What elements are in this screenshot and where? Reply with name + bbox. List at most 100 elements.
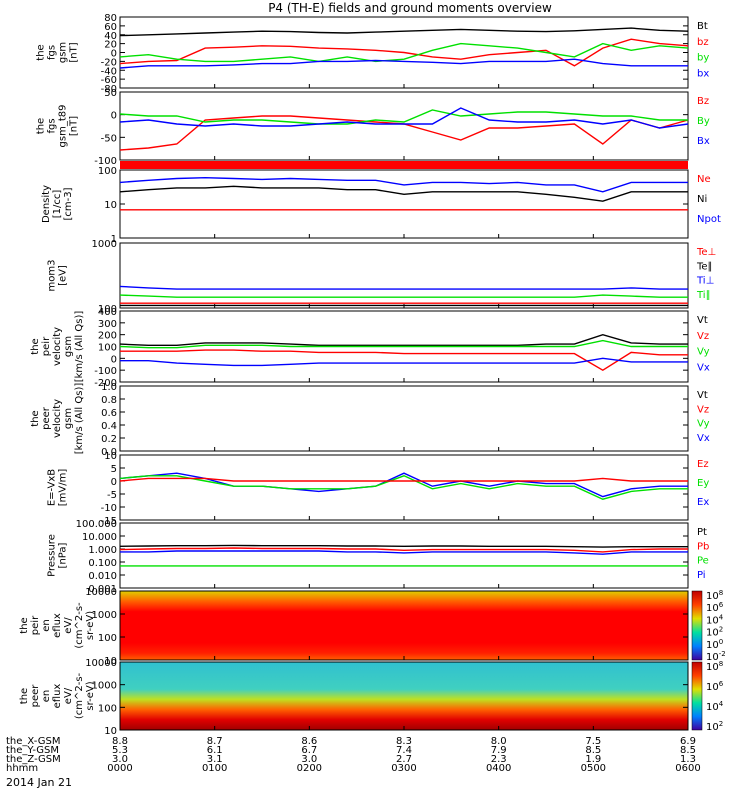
series-line (119, 115, 689, 151)
panel-ylabel: eflux (52, 613, 63, 638)
ytick-label: 0.100 (88, 558, 117, 569)
ytick-label: 10 (104, 726, 117, 737)
ytick-label: 0.001 (88, 584, 117, 595)
series-line (119, 38, 689, 67)
panel-ylabel: eV/ (63, 687, 74, 704)
ytick-label: 0.010 (88, 571, 117, 582)
ytick-label: 50 (104, 88, 117, 99)
xaxis-value: 1.3 (680, 754, 696, 765)
legend-entry: Vz (697, 331, 709, 342)
panel-ylabel: (cm^2-s- (74, 602, 85, 649)
legend-entry: bx (697, 68, 709, 79)
xaxis-row-label: the_Z-GSM (6, 754, 61, 765)
legend-entry: Vt (697, 315, 708, 326)
series-line (119, 547, 688, 553)
xaxis-row-label: the_X-GSM (6, 736, 60, 747)
ytick-label: 100 (98, 304, 117, 315)
ytick-label: 0.2 (101, 434, 117, 445)
ytick-label: 1.000 (88, 545, 117, 556)
panel-ylabel: velocity (52, 399, 63, 438)
ytick-label: -20 (101, 57, 117, 68)
xaxis-value: 0600 (675, 763, 700, 774)
ytick-label: -10 (101, 503, 117, 514)
ytick-label: 0 (111, 111, 117, 122)
plot-title: P4 (TH-E) fields and ground moments over… (268, 1, 552, 15)
ytick-label: 0.6 (101, 408, 117, 419)
panel-ylabel: [km/s (All Qs)] (74, 383, 85, 455)
xaxis-value: 8.5 (680, 745, 696, 756)
xaxis-value: 7.5 (585, 736, 601, 747)
panel-ylabel: [cm-3] (63, 187, 74, 220)
panel-ylabel: [mV/m] (58, 469, 69, 507)
legend-entry: Ez (697, 459, 709, 470)
ytick-label: 20 (104, 40, 117, 51)
xaxis-value: 8.0 (491, 736, 507, 747)
colorbar (691, 590, 703, 661)
xaxis-value: 0200 (297, 763, 322, 774)
xaxis-value: 0400 (486, 763, 511, 774)
xaxis-value: 3.1 (207, 754, 223, 765)
series-line (120, 357, 688, 367)
ytick-label: 1000 (92, 239, 117, 250)
xaxis-value: 6.1 (207, 745, 223, 756)
spectrogram-image (120, 662, 688, 730)
series-line (120, 550, 688, 555)
legend-entry: Vx (697, 362, 710, 373)
ytick-label: -40 (101, 66, 117, 77)
xaxis-value: 6.7 (301, 745, 317, 756)
xaxis-value: 0500 (581, 763, 606, 774)
panel-ylabel: en (41, 690, 52, 703)
xaxis-row-label: the_Y-GSM (6, 745, 59, 756)
separator-band (120, 161, 688, 169)
xaxis-value: 2.7 (396, 754, 412, 765)
panel-ylabel: eV/ (63, 617, 74, 634)
colorbar-label: 104 (706, 700, 724, 713)
ytick-label: 10.000 (82, 532, 117, 543)
panel-ylabel: gsm (63, 336, 74, 357)
ytick-label: 10 (104, 200, 117, 211)
legend-entry: By (697, 116, 710, 127)
xaxis-value: 7.9 (491, 745, 507, 756)
panel-ylabel: Density (41, 185, 52, 223)
panel-ylabel: the (19, 617, 30, 633)
ytick-label: 10000 (85, 587, 117, 598)
ytick-label: 0.8 (101, 395, 117, 406)
panel-ylabel: gsm (63, 408, 74, 429)
ytick-label: 0 (111, 477, 117, 488)
legend-entry: by (697, 53, 709, 64)
ytick-label: 1000 (92, 610, 117, 621)
xaxis-value: 0000 (107, 763, 132, 774)
xaxis-row-label: hhmm (6, 763, 38, 774)
legend-entry: bz (697, 37, 709, 48)
panel-frame (119, 522, 689, 589)
legend-entry: Ey (697, 478, 709, 489)
panel-frame (119, 242, 689, 309)
series-line (119, 477, 688, 482)
panel-ylabel: E=-VxB (47, 469, 58, 506)
legend-entry: Bt (697, 21, 708, 32)
panel-ylabel: sr-eV) (85, 611, 96, 640)
series-line (119, 333, 688, 346)
series-line (119, 544, 688, 548)
ytick-label: -100 (94, 366, 117, 377)
xaxis-value: 6.9 (680, 736, 696, 747)
panel-frame (119, 169, 689, 239)
legend-entry: Te∥ (696, 261, 713, 272)
panel-ylabel: fgs (47, 118, 58, 133)
series-line (119, 285, 688, 290)
series-line (119, 176, 688, 193)
colorbar-label: 108 (706, 660, 723, 673)
series-line (119, 58, 688, 69)
legend-entry: Pi (697, 570, 706, 581)
date-label: 2014 Jan 21 (6, 776, 72, 789)
ytick-label: -100 (94, 156, 117, 167)
legend-entry: Ni (697, 194, 707, 205)
xaxis-value: 8.8 (112, 736, 128, 747)
series-line (119, 27, 689, 37)
xaxis-value: 3.0 (301, 754, 317, 765)
legend-entry: Ne (697, 174, 711, 185)
panel-ylabel: Pressure (47, 534, 58, 577)
ytick-label: 80 (104, 13, 117, 24)
